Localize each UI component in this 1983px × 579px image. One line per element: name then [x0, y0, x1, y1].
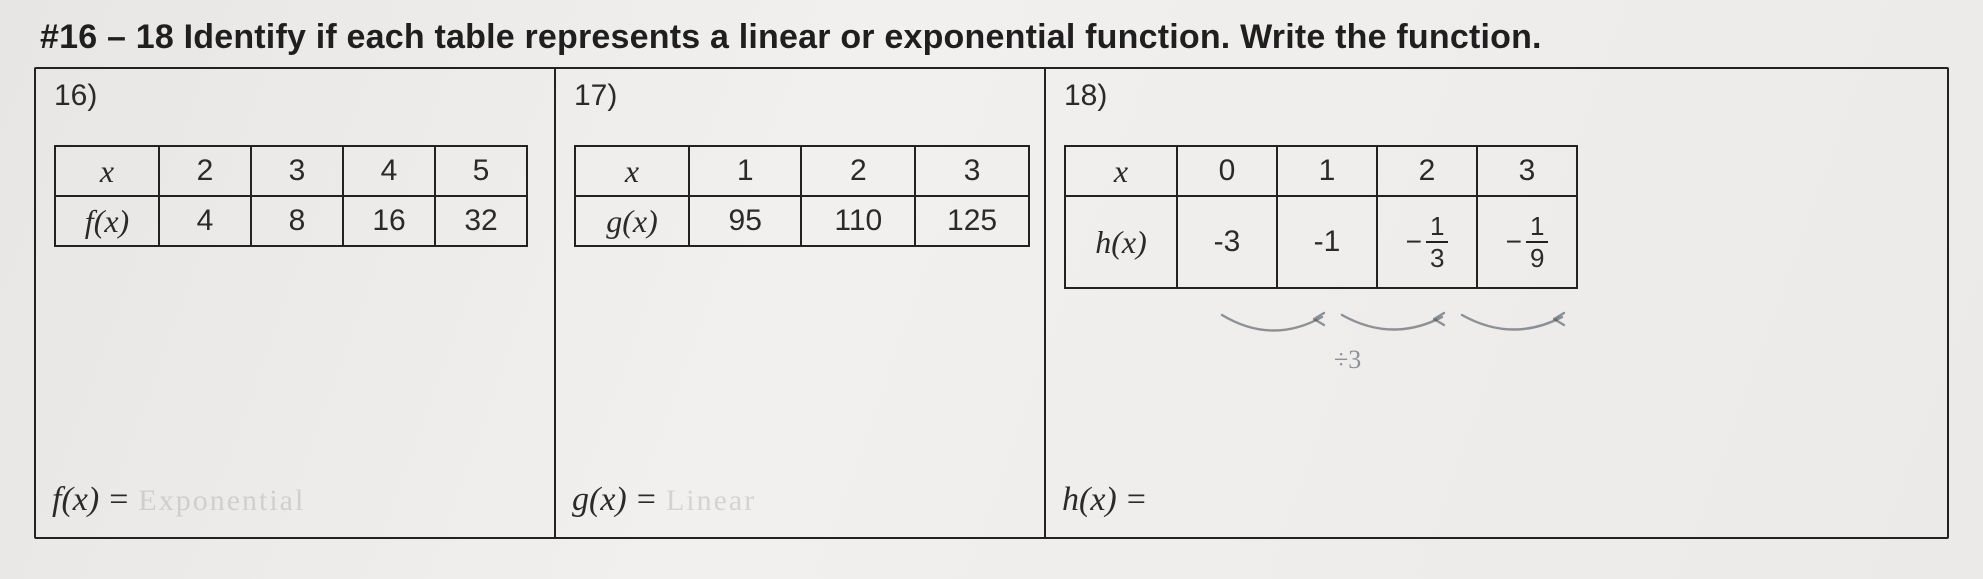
table-row: h(x) -3 -1 − 1 3	[1065, 196, 1577, 288]
cell: 8	[251, 196, 343, 246]
cell: 2	[801, 146, 915, 196]
cell: 1	[1277, 146, 1377, 196]
panel-18-number: 18)	[1064, 79, 1933, 113]
panel-16-number: 16)	[54, 79, 540, 113]
row-label-h: h(x)	[1065, 196, 1177, 288]
panel-16: 16) x 2 3 4 5 f(x) 4 8 16 32 f(x)	[36, 69, 556, 537]
fraction-num: 1	[1526, 213, 1548, 239]
neg-fraction: − 1 9	[1506, 213, 1549, 271]
cell: 3	[251, 146, 343, 196]
fraction-den: 9	[1526, 245, 1548, 271]
panel-18: 18) x 0 1 2 3 h(x) -3 -1 −	[1046, 69, 1947, 537]
panel-17: 17) x 1 2 3 g(x) 95 110 125 g(x) = Li	[556, 69, 1046, 537]
table-row: f(x) 4 8 16 32	[55, 196, 527, 246]
table-row: x 2 3 4 5	[55, 146, 527, 196]
cell: 32	[435, 196, 527, 246]
table-17: x 1 2 3 g(x) 95 110 125	[574, 145, 1030, 247]
fraction: 1 3	[1426, 213, 1448, 271]
cell-fraction: − 1 3	[1377, 196, 1477, 288]
fn-label: f(x)	[52, 481, 99, 519]
cell: 3	[1477, 146, 1577, 196]
cell-fraction: − 1 9	[1477, 196, 1577, 288]
cell: 0	[1177, 146, 1277, 196]
table-18: x 0 1 2 3 h(x) -3 -1 − 1	[1064, 145, 1578, 289]
cell: 4	[343, 146, 435, 196]
ghost-answer-16: Exponential	[138, 484, 305, 518]
table-row: x 0 1 2 3	[1065, 146, 1577, 196]
row-label-g: g(x)	[575, 196, 689, 246]
row-label-x: x	[55, 146, 159, 196]
fn-label: h(x)	[1062, 481, 1117, 519]
cell: -3	[1177, 196, 1277, 288]
fn-line-16: f(x) = Exponential	[52, 481, 305, 519]
fn-line-18: h(x) =	[1062, 481, 1146, 519]
equals-sign: =	[109, 481, 128, 519]
cell: 3	[915, 146, 1029, 196]
fn-label: g(x)	[572, 481, 627, 519]
cell: 110	[801, 196, 915, 246]
row-label-f: f(x)	[55, 196, 159, 246]
fraction-den: 3	[1426, 245, 1448, 271]
table-row: g(x) 95 110 125	[575, 196, 1029, 246]
minus-sign: −	[1406, 228, 1422, 256]
minus-sign: −	[1506, 228, 1522, 256]
neg-fraction: − 1 3	[1406, 213, 1449, 271]
cell: 2	[1377, 146, 1477, 196]
cell: 95	[689, 196, 802, 246]
worksheet-heading: #16 – 18 Identify if each table represen…	[40, 18, 1949, 57]
cell: 125	[915, 196, 1029, 246]
fn-line-17: g(x) = Linear	[572, 481, 756, 519]
row-label-x: x	[1065, 146, 1177, 196]
fraction: 1 9	[1526, 213, 1548, 271]
cell: 5	[435, 146, 527, 196]
panel-grid: 16) x 2 3 4 5 f(x) 4 8 16 32 f(x)	[34, 67, 1949, 539]
panel-17-number: 17)	[574, 79, 1030, 113]
equals-sign: =	[637, 481, 656, 519]
table-16: x 2 3 4 5 f(x) 4 8 16 32	[54, 145, 528, 247]
pencil-arcs	[1214, 307, 1574, 351]
table-row: x 1 2 3	[575, 146, 1029, 196]
cell: 2	[159, 146, 251, 196]
cell: 16	[343, 196, 435, 246]
row-label-x: x	[575, 146, 689, 196]
fraction-num: 1	[1426, 213, 1448, 239]
cell: 1	[689, 146, 802, 196]
equals-sign: =	[1127, 481, 1146, 519]
cell: -1	[1277, 196, 1377, 288]
ghost-answer-17: Linear	[666, 484, 756, 518]
cell: 4	[159, 196, 251, 246]
pencil-divide-3: ÷3	[1334, 345, 1361, 375]
